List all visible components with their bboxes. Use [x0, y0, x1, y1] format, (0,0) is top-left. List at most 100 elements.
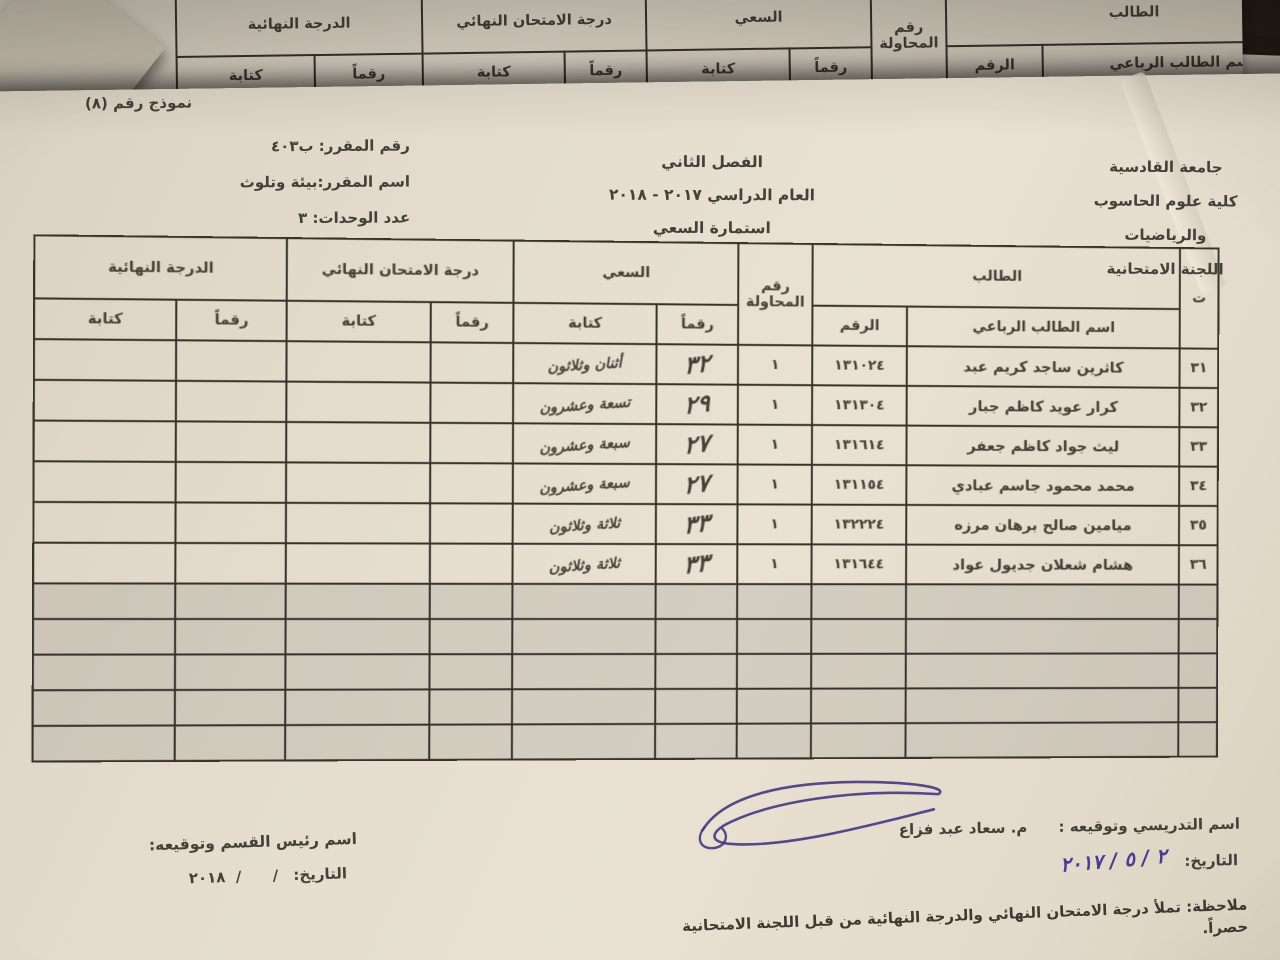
cell-attempt: ١ — [737, 544, 812, 585]
cell-grade-numeric — [175, 542, 286, 584]
cell-exam-numeric — [429, 503, 513, 544]
semester-label: الفصل الثاني — [661, 152, 763, 172]
cell-coursework-written: تسعة وعشرون — [513, 383, 657, 425]
cell-attempt: ١ — [737, 344, 813, 386]
cell-exam-written — [285, 462, 431, 504]
head-date-value: / / ٢٠١٨ — [188, 866, 279, 888]
cell-coursework-numeric: ٣٣ — [655, 544, 738, 585]
cell-exam-written — [286, 381, 431, 423]
header-student-group: الطالب — [812, 243, 1180, 310]
cell-attempt: ١ — [737, 464, 812, 505]
grades-table: ت الطالب رقم المحاولة السعي درجة الامتحا… — [31, 234, 1219, 762]
cell-student-number: ١٣١٦٤٤ — [811, 544, 907, 585]
cell-coursework-numeric: ٣٢ — [656, 344, 739, 385]
course-name: اسم المقرر:بيئة وتلوث — [239, 172, 411, 192]
cell-grade-written — [33, 501, 176, 543]
cell-seq: ٣٦ — [1178, 545, 1218, 585]
cell-exam-numeric — [429, 543, 513, 584]
form-number-label: نموذج رقم (٨) — [84, 93, 193, 113]
header-student-number: الرقم — [812, 305, 908, 347]
teacher-signature-scribble — [698, 780, 942, 850]
student-row: ٣٢ كرار عويد كاظم جبار ١٣١٣٠٤ ١ ٢٩ تسعة … — [33, 379, 1219, 428]
cell-student-number: ١٣١٦١٤ — [811, 425, 907, 466]
cell-grade-numeric — [175, 421, 287, 463]
cell-student-name: ميامين صالح برهان مرزه — [906, 504, 1180, 546]
empty-row — [32, 687, 1218, 726]
cell-seq: ٣١ — [1179, 348, 1219, 389]
cell-coursework-written: أثنان وثلاثون — [513, 342, 657, 385]
cell-coursework-written: ثلاثة وثلاثون — [512, 543, 656, 585]
form-title-header: الفصل الثاني العام الدراسي ٢٠١٧ - ٢٠١٨ ا… — [577, 146, 847, 246]
cell-seq: ٣٤ — [1179, 466, 1218, 506]
department-head-line: اسم رئيس القسم وتوقيعه: — [148, 829, 358, 855]
cell-student-number: ١٣١١٥٤ — [811, 464, 907, 505]
cell-attempt: ١ — [737, 504, 812, 545]
header-seq: ت — [1179, 248, 1219, 349]
cell-grade-numeric — [175, 502, 286, 544]
header-exam-numeric: رقماً — [430, 302, 514, 343]
cell-exam-numeric — [430, 463, 513, 504]
cell-seq: ٣٣ — [1179, 427, 1218, 467]
date-label: التاريخ: — [1184, 851, 1239, 871]
cell-grade-numeric — [175, 461, 287, 503]
cell-exam-numeric — [430, 382, 514, 424]
cell-student-name: محمد محمود جاسم عبادي — [906, 465, 1180, 506]
university-name: جامعة القادسية — [1109, 157, 1223, 177]
cell-seq: ٣٢ — [1179, 387, 1219, 428]
cell-exam-numeric — [430, 342, 514, 384]
empty-row — [32, 722, 1217, 762]
cell-coursework-numeric: ٢٧ — [656, 424, 738, 465]
cell-coursework-numeric: ٣٣ — [655, 504, 738, 545]
cell-grade-written — [33, 420, 176, 462]
cell-coursework-written: سبعة وعشرون — [512, 423, 657, 465]
cell-student-number: ١٣١٠٢٤ — [812, 345, 907, 386]
cell-exam-written — [285, 543, 430, 584]
course-info: رقم المقرر: ب٤٠٣ اسم المقرر:بيئة وتلوث ع… — [208, 127, 411, 236]
header-coursework-numeric: رقماً — [656, 304, 739, 345]
cell-grade-written — [33, 542, 176, 584]
cell-coursework-numeric: ٢٩ — [656, 384, 738, 425]
teacher-name-label: اسم التدريسي وتوقيعه : — [1058, 814, 1241, 836]
cell-student-name: ليث جواد كاظم جعفر — [906, 425, 1180, 467]
cell-student-name: هشام شعلان جديول عواد — [906, 544, 1179, 585]
cell-grade-written — [33, 461, 176, 503]
student-row: ٣٦ هشام شعلان جديول عواد ١٣١٦٤٤ ١ ٣٣ ثلا… — [33, 542, 1218, 585]
header-final-exam-group: درجة الامتحان النهائي — [286, 238, 514, 303]
cell-grade-written — [33, 379, 177, 422]
header-student-name: اسم الطالب الرباعي — [906, 306, 1180, 349]
header-coursework-written: كتابة — [513, 302, 657, 345]
cell-coursework-numeric: ٢٧ — [655, 464, 738, 505]
course-units: عدد الوحدات: ٣ — [298, 208, 411, 228]
header-exam-written: كتابة — [286, 300, 431, 343]
cell-grade-numeric — [175, 380, 287, 422]
empty-row — [32, 653, 1218, 691]
student-row: ٣٤ محمد محمود جاسم عبادي ١٣١١٥٤ ١ ٢٧ سبع… — [33, 461, 1218, 506]
teacher-name: م. سعاد عبد فزاع — [898, 818, 1028, 839]
cell-exam-written — [286, 421, 431, 464]
cell-exam-written — [286, 341, 431, 383]
header-grade-written: كتابة — [34, 298, 177, 341]
cell-grade-written — [33, 339, 177, 381]
cell-student-number: ١٣١٣٠٤ — [812, 385, 907, 426]
cell-grade-numeric — [176, 340, 287, 382]
cell-seq: ٣٥ — [1178, 505, 1218, 546]
cell-exam-written — [285, 502, 431, 544]
academic-year-label: العام الدراسي ٢٠١٧ - ٢٠١٨ — [608, 185, 816, 205]
department-head-date-line: التاريخ: / / ٢٠١٨ — [112, 864, 348, 889]
cell-exam-numeric — [430, 422, 514, 464]
header-coursework-group: السعي — [513, 240, 739, 305]
header-attempt: رقم المحاولة — [738, 243, 813, 346]
student-row: ٣٣ ليث جواد كاظم جعفر ١٣١٦١٤ ١ ٢٧ سبعة و… — [33, 420, 1218, 467]
header-final-grade-group: الدرجة النهائية — [34, 235, 287, 301]
cell-coursework-written: سبعة وعشرون — [512, 463, 657, 505]
footnote: ملاحظة: تملأ درجة الامتحان النهائي والدر… — [681, 895, 1249, 938]
cell-attempt: ١ — [737, 424, 813, 465]
empty-row — [33, 583, 1218, 620]
empty-row — [32, 618, 1218, 655]
date-label: التاريخ: — [293, 864, 348, 884]
student-row: ٣٥ ميامين صالح برهان مرزه ١٣٢٢٢٤ ١ ٣٣ ثل… — [33, 501, 1218, 546]
course-number: رقم المقرر: ب٤٠٣ — [270, 136, 410, 156]
cell-student-name: كرار عويد كاظم جبار — [906, 385, 1180, 428]
header-grade-numeric: رقماً — [176, 299, 287, 342]
